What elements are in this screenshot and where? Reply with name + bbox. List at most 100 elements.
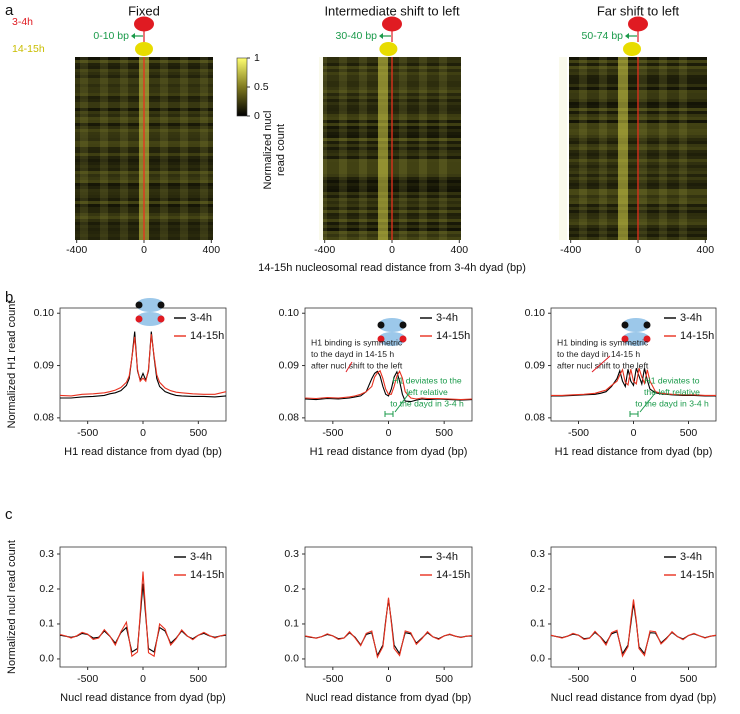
h1-dot <box>135 315 143 323</box>
series-line <box>551 368 716 396</box>
x-tick-label: -500 <box>568 427 589 439</box>
y-tick-label: 0.1 <box>284 618 299 630</box>
x-tick-label: 400 <box>203 244 221 256</box>
annotation-pointer <box>394 391 411 413</box>
x-axis-label: Nucl read distance from dyad (bp) <box>60 692 226 704</box>
y-tick-label: 0.2 <box>284 583 299 595</box>
h1-icon <box>136 298 164 312</box>
legend-label: 3-4h <box>436 551 458 563</box>
y-tick-label: 0.1 <box>530 618 545 630</box>
y-tick-label: 0.08 <box>34 412 55 424</box>
annotation-pointer <box>591 355 611 373</box>
x-tick-label: -500 <box>322 673 343 685</box>
legend-label: 14-15h <box>190 330 224 342</box>
h1-dot <box>621 335 629 343</box>
x-tick-label: 400 <box>451 244 469 256</box>
panel-label: b <box>5 289 13 306</box>
h1-dot <box>157 315 165 323</box>
x-tick-label: -500 <box>322 427 343 439</box>
stage-label: 14-15h <box>12 43 45 55</box>
x-tick-label: 0 <box>386 427 392 439</box>
x-tick-label: -500 <box>77 673 98 685</box>
y-tick-label: 0.10 <box>525 307 546 319</box>
annotation: H1 deviates to <box>645 375 700 385</box>
x-axis-label: H1 read distance from dyad (bp) <box>64 446 222 458</box>
y-tick-label: 0.08 <box>279 412 300 424</box>
y-tick-label: 0.10 <box>34 307 55 319</box>
panel-label: c <box>5 506 13 523</box>
legend-label: 14-15h <box>680 330 714 342</box>
legend-label: 3-4h <box>436 312 458 324</box>
series-line <box>59 334 227 397</box>
x-tick-label: 0 <box>140 673 146 685</box>
shift-arrow-head <box>625 33 629 39</box>
x-tick-label: 0 <box>141 244 147 256</box>
y-tick-label: 0.0 <box>530 653 545 665</box>
h1-dot <box>135 301 143 309</box>
y-tick-label: 0.3 <box>284 548 299 560</box>
x-axis-label: Nucl read distance from dyad (bp) <box>551 692 717 704</box>
h1-dot <box>157 301 165 309</box>
colorbar <box>236 57 248 117</box>
y-tick-label: 0.0 <box>39 653 54 665</box>
y-tick-label: 0.2 <box>530 583 545 595</box>
nucleosome-14-15h <box>379 42 398 56</box>
h1-dot <box>377 321 385 329</box>
heatmap-column <box>639 57 647 240</box>
h1-icon <box>622 332 650 346</box>
series-line <box>59 583 227 653</box>
shift-arrow-head <box>131 33 135 39</box>
x-tick-label: 500 <box>680 673 698 685</box>
colorbar-tick-label: 0.5 <box>254 81 269 93</box>
stage-label: 3-4h <box>12 16 33 28</box>
nucleosome-3-4h <box>382 16 402 32</box>
shift-label: 30-40 bp <box>336 30 378 42</box>
legend-label: 3-4h <box>190 312 212 324</box>
shift-label: 50-74 bp <box>582 30 624 42</box>
nucleosome-3-4h <box>134 16 154 32</box>
series-line <box>550 602 717 656</box>
annotation-pointer <box>639 391 657 413</box>
heatmap-column <box>120 57 128 240</box>
y-tick-label: 0.08 <box>525 412 546 424</box>
x-tick-label: -500 <box>77 427 98 439</box>
heatmap-column <box>439 57 447 240</box>
heatmap-column <box>80 57 88 240</box>
heatmap-column <box>599 57 607 240</box>
x-tick-label: 0 <box>631 427 637 439</box>
h1-icon <box>378 318 406 332</box>
x-tick-label: -400 <box>314 244 335 256</box>
x-tick-label: 0 <box>631 673 637 685</box>
annotation: H1 binding is symmetric <box>557 337 649 347</box>
y-tick-label: 0.2 <box>39 583 54 595</box>
heatmap <box>559 57 707 240</box>
y-tick-label: 0.3 <box>530 548 545 560</box>
colorbar-tick-label: 0 <box>254 110 260 122</box>
x-axis-label: H1 read distance from dyad (bp) <box>555 446 713 458</box>
h1-icon <box>378 332 406 346</box>
x-tick-label: 500 <box>435 673 453 685</box>
colorbar-label: read count <box>275 124 287 176</box>
h1-dot <box>377 335 385 343</box>
annotation: after nucl shift to the left <box>311 360 403 370</box>
series-line <box>304 599 473 658</box>
heatmap-column <box>200 57 208 240</box>
annotation: the left relative <box>644 387 700 397</box>
heatmap-column <box>319 57 327 240</box>
heatmap-column <box>579 57 587 240</box>
series-line <box>550 599 717 658</box>
heatmap-peak-band <box>618 57 628 240</box>
panel-title: Fixed <box>128 3 160 18</box>
x-tick-label: 0 <box>386 673 392 685</box>
heatmap-column <box>339 57 347 240</box>
heatmap-column <box>100 57 108 240</box>
annotation: left relative <box>406 387 448 397</box>
h1-icon <box>622 318 650 332</box>
legend-label: 14-15h <box>190 569 224 581</box>
offset-bracket <box>629 411 639 417</box>
x-axis-label: H1 read distance from dyad (bp) <box>310 446 468 458</box>
heatmap-column <box>679 57 687 240</box>
x-tick-label: 0 <box>140 427 146 439</box>
annotation: to the dayd in 3-4 h <box>635 398 709 408</box>
x-tick-label: 400 <box>697 244 715 256</box>
